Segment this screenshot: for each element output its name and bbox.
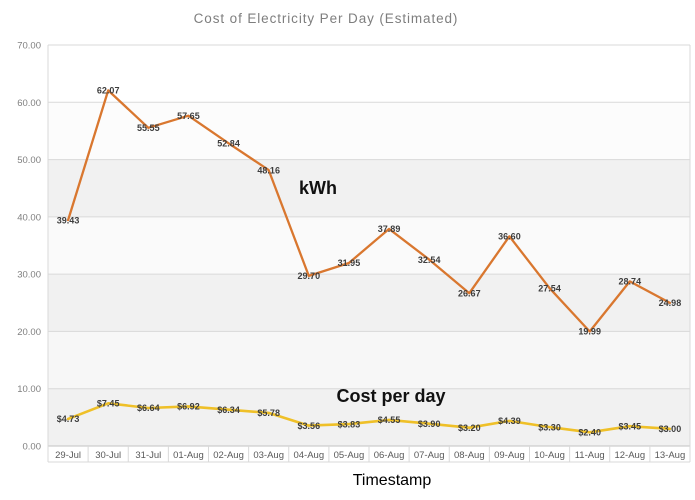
data-point-label: $6.92 [177, 402, 200, 412]
plot-bands-layer [48, 45, 690, 446]
series-annotation-kwh: kWh [299, 178, 337, 198]
x-axis-title: Timestamp [353, 472, 432, 489]
data-point-label: 26.67 [458, 288, 481, 298]
data-point-label: 57.65 [177, 111, 200, 121]
y-axis-tick-label: 50.00 [17, 155, 41, 166]
x-axis-category-label: 09-Aug [494, 450, 525, 461]
x-axis-category-label: 13-Aug [655, 450, 686, 461]
gridlines-layer [47, 44, 691, 462]
y-axis-tick-label: 70.00 [17, 41, 41, 52]
plot-band [48, 159, 690, 217]
plot-band [48, 45, 690, 103]
data-point-label: $3.83 [338, 419, 361, 429]
y-axis-tick-label: 40.00 [17, 212, 41, 223]
chart-title: Cost of Electricity Per Day (Estimated) [194, 11, 459, 26]
x-axis-layer: 29-Jul 30-Jul 31-Jul 01-Aug 02-Aug 03-Aug 04-A… [47, 446, 691, 463]
data-point-label: $3.00 [659, 424, 682, 434]
data-point-label: $7.45 [97, 399, 120, 409]
data-point-label: 19.99 [578, 327, 601, 337]
x-axis-category-label: 05-Aug [334, 450, 365, 461]
y-axis-tick-label: 10.00 [17, 384, 41, 395]
data-point-label: 36.60 [498, 232, 521, 242]
x-axis-category-label: 07-Aug [414, 450, 445, 461]
x-axis-category-label: 10-Aug [534, 450, 565, 461]
data-point-label: $3.45 [619, 421, 642, 431]
data-point-label: 32.54 [418, 255, 441, 265]
data-point-label: $3.30 [538, 422, 561, 432]
data-point-label: 31.95 [338, 258, 361, 268]
x-axis-category-label: 06-Aug [374, 450, 405, 461]
x-axis-category-label: 02-Aug [213, 450, 244, 461]
x-axis-category-label: 31-Jul [135, 450, 161, 461]
series-annotation-cost-per-day: Cost per day [336, 386, 445, 406]
y-axis-tick-label: 60.00 [17, 98, 41, 109]
x-axis-category-label: 30-Jul [95, 450, 121, 461]
x-axis-category-label: 11-Aug [575, 450, 605, 461]
data-point-label: $3.56 [298, 421, 321, 431]
data-point-label: $6.34 [217, 405, 240, 415]
y-axis-tick-label: 20.00 [17, 327, 41, 338]
data-point-label: 39.43 [57, 215, 80, 225]
data-point-label: 52.84 [217, 139, 240, 149]
x-axis-category-label: 01-Aug [173, 450, 204, 461]
x-axis-category-label: 04-Aug [293, 450, 324, 461]
x-axis-category-label: 03-Aug [253, 450, 284, 461]
data-point-label: 48.16 [257, 165, 280, 175]
y-axis-tick-label: 0.00 [23, 442, 42, 453]
data-point-label: $4.73 [57, 414, 80, 424]
data-point-label: 27.54 [538, 283, 561, 293]
data-point-label: $5.78 [257, 408, 280, 418]
series-lines-layer [66, 89, 672, 434]
x-axis-category-label: 12-Aug [614, 450, 645, 461]
plot-band [48, 102, 690, 160]
data-point-label: 24.98 [659, 298, 682, 308]
plot-band [48, 388, 690, 446]
data-point-label: 29.70 [298, 271, 321, 281]
data-point-label: 28.74 [619, 277, 642, 287]
series-line-kwh[interactable] [66, 89, 672, 333]
plot-band [48, 274, 690, 332]
data-point-label: $4.55 [378, 415, 401, 425]
y-axis-tick-label: 30.00 [17, 270, 41, 281]
series-line-cost-per-day[interactable] [66, 401, 672, 434]
data-point-label: $4.39 [498, 416, 521, 426]
data-point-label: $3.90 [418, 419, 441, 429]
plot-band [48, 331, 690, 389]
data-point-label: $3.20 [458, 423, 481, 433]
x-axis-category-label: 08-Aug [454, 450, 485, 461]
data-point-label: $2.40 [578, 427, 601, 437]
data-point-label: 55.55 [137, 123, 160, 133]
data-labels-layer: 39.43 62.07 55.55 57.65 52.84 48.16 29.70 31.95… [57, 86, 681, 438]
y-axis-labels: 70.00 60.00 50.00 40.00 30.00 20.00 10.00 0.00 [17, 41, 41, 453]
data-point-label: 62.07 [97, 86, 120, 96]
x-axis-category-label: 29-Jul [55, 450, 81, 461]
data-point-label: 37.89 [378, 224, 401, 234]
data-point-label: $6.64 [137, 403, 160, 413]
